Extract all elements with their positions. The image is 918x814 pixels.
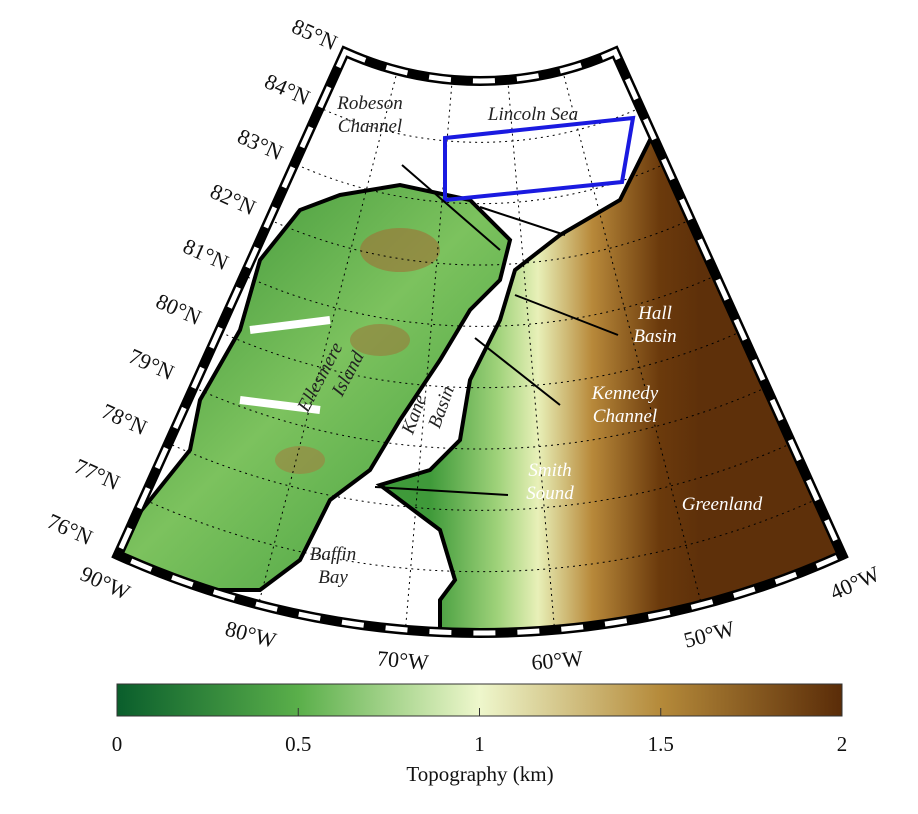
longitude-label: 70°W bbox=[376, 646, 430, 675]
colorbar-tick-label: 1.5 bbox=[648, 732, 674, 756]
latitude-label: 83°N bbox=[234, 123, 287, 165]
parallel bbox=[193, 386, 767, 450]
latitude-label: 78°N bbox=[98, 398, 151, 440]
colorbar-tick-label: 0 bbox=[112, 732, 123, 756]
longitude-label: 90°W bbox=[77, 561, 134, 605]
place-label: Greenland bbox=[682, 494, 763, 515]
latitude-label: 77°N bbox=[71, 453, 124, 495]
frame-border bbox=[111, 45, 849, 638]
place-label: Robeson bbox=[336, 93, 402, 114]
longitude-label: 40°W bbox=[826, 561, 883, 605]
place-label: Hall bbox=[637, 303, 672, 324]
highland bbox=[360, 228, 440, 272]
place-label: Channel bbox=[593, 406, 657, 427]
latitude-label: 85°N bbox=[288, 13, 341, 55]
longitude-label: 80°W bbox=[223, 616, 279, 653]
longitude-label: 50°W bbox=[681, 616, 737, 653]
place-label: Baffin bbox=[310, 544, 356, 565]
latitude-label: 80°N bbox=[152, 288, 205, 330]
parallel bbox=[142, 498, 818, 573]
colorbar-label: Topography (km) bbox=[406, 762, 553, 786]
highland bbox=[275, 446, 325, 474]
colorbar-tick-label: 2 bbox=[837, 732, 848, 756]
place-label: Lincoln Sea bbox=[487, 104, 578, 125]
place-label: Smith bbox=[528, 460, 571, 481]
latitude-label: 84°N bbox=[261, 68, 314, 110]
latitude-label: 79°N bbox=[125, 343, 178, 385]
colorbar-tick-label: 0.5 bbox=[285, 732, 311, 756]
latitude-label: 76°N bbox=[44, 508, 97, 550]
meridian bbox=[562, 70, 703, 605]
fjord bbox=[239, 316, 331, 414]
frame bbox=[111, 45, 849, 638]
graticule bbox=[142, 70, 818, 630]
study-box bbox=[443, 115, 636, 203]
place-label: Basin bbox=[424, 383, 459, 431]
place-label: Sound bbox=[526, 483, 574, 504]
place-label: Channel bbox=[338, 116, 402, 137]
meridian bbox=[257, 70, 398, 605]
place-label: Kennedy bbox=[591, 383, 659, 404]
longitude-label: 60°W bbox=[530, 646, 584, 675]
parallel bbox=[269, 219, 691, 266]
place-label: Bay bbox=[318, 567, 348, 588]
latitude-label: 82°N bbox=[207, 178, 260, 220]
parallel bbox=[294, 163, 666, 205]
ellesmere-island bbox=[117, 182, 513, 592]
parallel bbox=[218, 330, 742, 389]
place-label: Basin bbox=[633, 326, 676, 347]
colorbar-tick-label: 1 bbox=[474, 732, 485, 756]
highland bbox=[350, 324, 410, 356]
meridian bbox=[507, 79, 556, 630]
leaders bbox=[374, 164, 619, 496]
latitude-label: 81°N bbox=[179, 233, 232, 275]
